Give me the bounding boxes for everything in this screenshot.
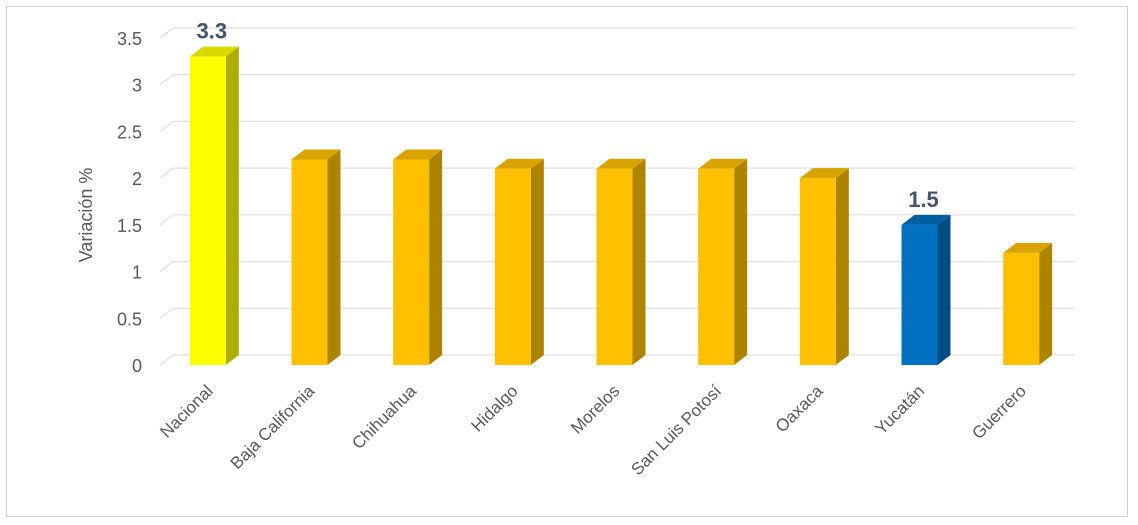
bar-top [596,158,646,169]
bar-side [1039,242,1053,365]
bar-front [901,224,938,365]
bar-front [291,159,328,365]
x-tick-label: Chihuahua [348,381,420,453]
y-tick-label: 3.5 [117,29,142,49]
x-tick-label: Morelos [567,381,623,437]
y-tick-label: 0.5 [117,309,142,329]
bar [494,158,544,365]
bar-side [327,149,341,365]
gridline-depth [159,261,174,272]
bar-side [835,168,849,365]
bar-side [225,46,239,365]
bar-side [632,158,646,365]
gridline-depth [159,27,174,39]
bar-side [734,158,748,365]
bar [596,158,646,365]
y-tick-label: 3 [132,76,142,96]
data-labels: 3.3 1.5 [197,19,939,212]
bars [189,46,1053,365]
x-tick-label: Nacional [156,381,216,441]
x-tick-label: Hidalgo [467,381,521,435]
bar-top [189,46,239,57]
y-tick-label: 1.5 [117,216,142,236]
bar [393,149,443,365]
bar-top [291,149,341,160]
bar-side [429,149,443,365]
bar [698,158,748,365]
bar-front [494,168,531,365]
bar-front [799,178,836,365]
y-tick-label: 2 [132,169,142,189]
bar-top [494,158,544,169]
bar-top [1003,242,1053,253]
bar [189,46,239,365]
bar-side [937,214,951,365]
data-label: 1.5 [908,187,939,212]
bar-front [596,168,633,365]
bar-front [393,159,430,365]
y-tick-label: 0 [132,356,142,376]
y-tick-label: 2.5 [117,122,142,142]
bar [1003,242,1053,365]
bar-top [393,149,443,160]
x-tick-label: Oaxaca [772,381,827,436]
bar-top [901,214,951,225]
bar [799,168,849,365]
bar-front [1003,252,1040,365]
x-tick-label: Yucatán [871,381,928,438]
gridline-depth [159,214,174,226]
y-tick-labels: 0 0.5 1 1.5 2 2.5 3 3.5 [117,29,142,376]
data-label: 3.3 [197,19,228,44]
y-tick-label: 1 [132,263,142,283]
bar-side [530,158,544,365]
bar-front [698,168,735,365]
x-tick-labels: Nacional Baja California Chihuahua Hidalgo M… [156,381,1030,479]
x-tick-label: San Luis Potosí [627,381,725,479]
gridline-depth [159,74,174,86]
gridline-depth [159,354,174,366]
bar [901,214,951,365]
y-axis-label: Variación % [76,168,96,263]
bar-top [799,168,849,179]
gridline-depth [159,307,174,319]
bar [291,149,341,365]
gridline-depth [159,121,174,132]
bar-front [189,56,226,365]
gridline-depth [159,167,174,179]
x-tick-label: Baja California [227,381,319,473]
bar-top [698,158,748,169]
x-tick-label: Guerrero [968,381,1030,443]
